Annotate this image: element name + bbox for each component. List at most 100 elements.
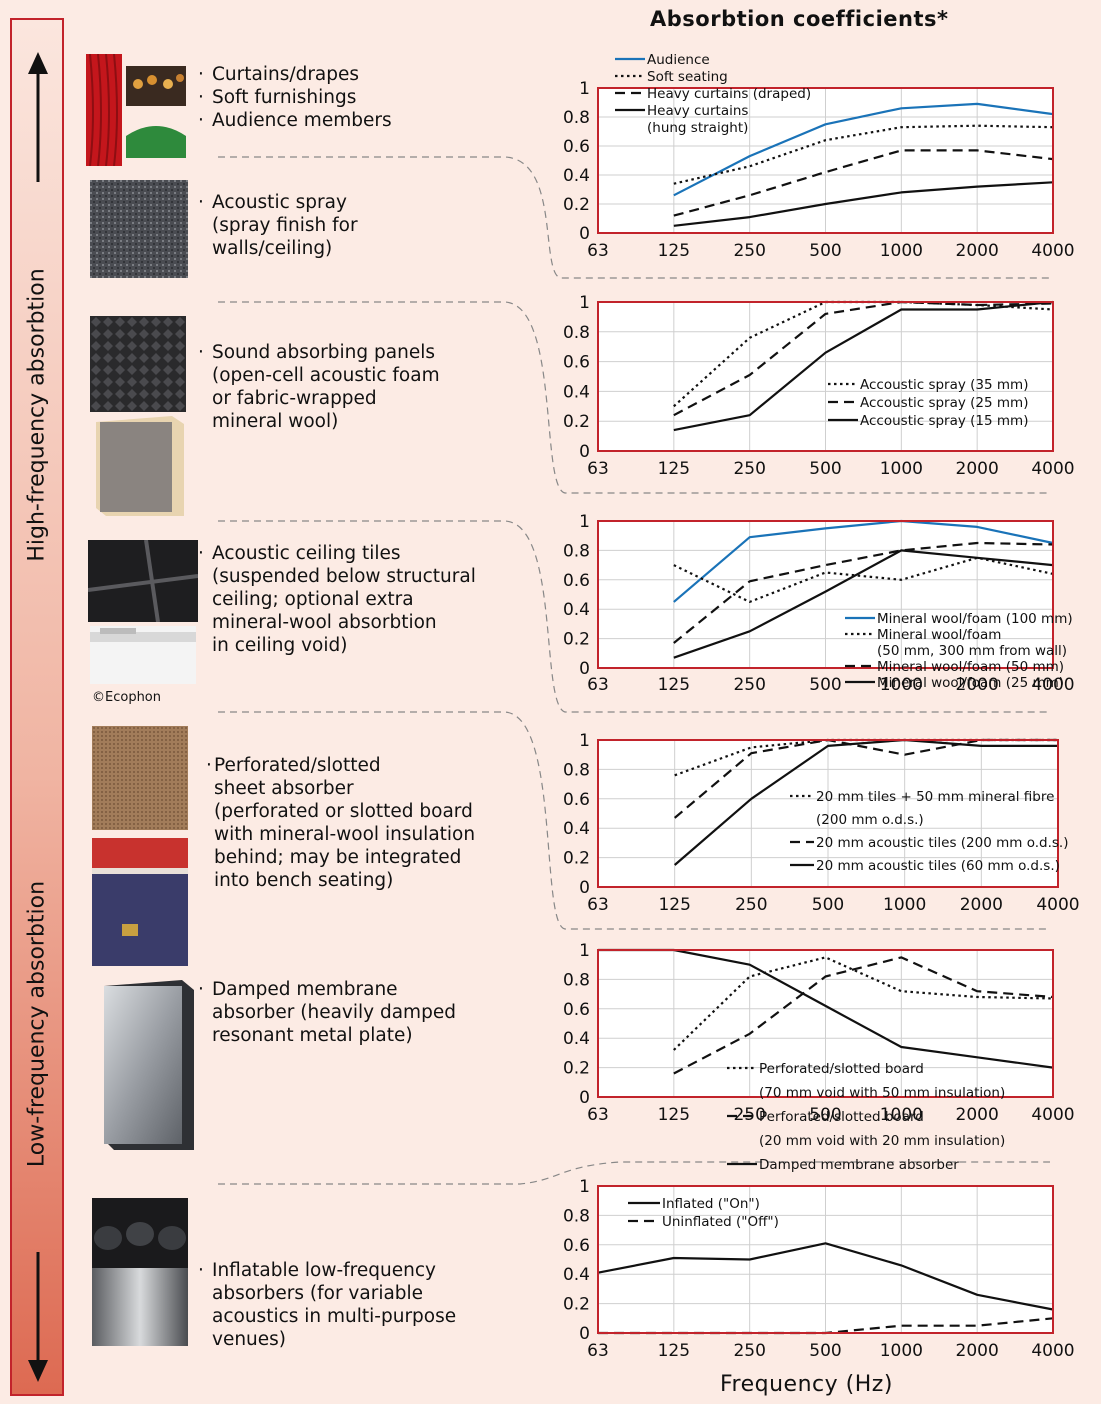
chart-6-legend-label-1: Inflated ("On") bbox=[662, 1196, 760, 1212]
chart-5-legend-label-2-1: Perforated/slotted board bbox=[759, 1109, 924, 1125]
curtains-audience-photo bbox=[86, 54, 186, 166]
chart-3-legend-label-1: Mineral wool/foam (100 mm) bbox=[877, 611, 1073, 627]
arrow-down-icon bbox=[28, 1252, 48, 1382]
arrow-up-icon bbox=[28, 52, 48, 182]
item-spray-line-3: walls/ceiling) bbox=[212, 238, 333, 259]
chart-3-xtick-label-1: 125 bbox=[658, 675, 690, 695]
chart-1-xtick-label-1: 125 bbox=[658, 241, 690, 261]
chart-1-legend-label-2: Soft seating bbox=[647, 69, 728, 85]
item-tiles-line-2: (suspended below structural bbox=[212, 566, 476, 587]
item-spray-line-2: (spray finish for bbox=[212, 215, 358, 236]
item-panels-line-3: or fabric-wrapped bbox=[212, 388, 377, 409]
chart-2-legend-label-2: Accoustic spray (25 mm) bbox=[860, 395, 1028, 411]
item-tiles-line-4: mineral-wool absorbtion bbox=[212, 612, 437, 633]
chart-4-legend-label-2: 20 mm acoustic tiles (200 mm o.d.s.) bbox=[816, 835, 1068, 851]
chart-3-legend-label-3: Mineral wool/foam (50 mm) bbox=[877, 659, 1064, 675]
chart-1-series-4-line bbox=[673, 181, 1054, 227]
chart-1-xtick-label-4: 1000 bbox=[880, 241, 923, 261]
chart-3-ytick-label-5: 1 bbox=[579, 512, 590, 532]
item-inflatable-line-1: Inflatable low-frequency bbox=[212, 1260, 436, 1281]
chart-2-series-2-line bbox=[673, 300, 1054, 417]
chart-1-legend-label-4-1: Heavy curtains bbox=[647, 103, 748, 119]
chart-2-xtick-label-0: 63 bbox=[587, 459, 609, 479]
item-perforated-sheet: · Perforated/slotted sheet absorber (perf… bbox=[206, 755, 476, 891]
chart-5-xtick-label-5: 2000 bbox=[956, 1105, 999, 1125]
item-curtains: · Curtains/drapes · Soft furnishings · Audi… bbox=[198, 64, 392, 131]
item-curtains-line-2: Soft furnishings bbox=[212, 87, 357, 108]
chart-4-ytick-label-5: 1 bbox=[579, 731, 590, 751]
chart-3-xtick-label-4: 1000 bbox=[880, 675, 923, 695]
chart-1-ytick-label-1: 0.2 bbox=[563, 195, 590, 215]
chart-2-xtick-label-6: 4000 bbox=[1031, 459, 1074, 479]
chart-4-xtick-label-5: 2000 bbox=[960, 895, 1003, 915]
chart-1-ytick-label-2: 0.4 bbox=[563, 166, 590, 186]
chart-6-ytick-label-5: 1 bbox=[579, 1177, 590, 1197]
chart-4-ytick-label-4: 0.8 bbox=[563, 760, 590, 780]
chart-2-xtick-label-2: 250 bbox=[733, 459, 765, 479]
item-curtains-line-3: Audience members bbox=[212, 110, 392, 131]
item-panels-line-1: Sound absorbing panels bbox=[212, 342, 435, 363]
acoustic-spray-photo bbox=[90, 180, 188, 278]
chart-1-ytick-label-5: 1 bbox=[579, 79, 590, 99]
chart-4-legend-label-1-1: 20 mm tiles + 50 mm mineral fibre bbox=[816, 789, 1054, 805]
item-perf-line-4: with mineral-wool insulation bbox=[214, 824, 476, 845]
chart-6-xtick-label-4: 1000 bbox=[880, 1341, 923, 1361]
chart-3-legend-label-2-1: Mineral wool/foam bbox=[877, 627, 1001, 643]
perforated-board-photo bbox=[92, 726, 188, 830]
chart-4-series-2-line bbox=[673, 738, 1058, 819]
chart-2-xtick-label-1: 125 bbox=[658, 459, 690, 479]
chart-4-ytick-label-1: 0.2 bbox=[563, 849, 590, 869]
chart-1-series-3-line bbox=[673, 149, 1054, 217]
chart-2-xtick-label-4: 1000 bbox=[880, 459, 923, 479]
chart-6-frame bbox=[597, 1185, 1054, 1334]
chart-6-ytick-label-0: 0 bbox=[579, 1324, 590, 1344]
chart-4-ytick-label-2: 0.4 bbox=[563, 819, 590, 839]
item-ceiling-tiles: · Acoustic ceiling tiles (suspended below… bbox=[198, 543, 476, 656]
chart-3-legend-label-4: Mineral wool/foam (25 mm) bbox=[877, 675, 1064, 691]
chart-6-ytick-label-2: 0.4 bbox=[563, 1265, 590, 1285]
chart-3-xtick-label-0: 63 bbox=[587, 675, 609, 695]
item-panels-line-2: (open-cell acoustic foam bbox=[212, 365, 440, 386]
chart-3-ytick-label-3: 0.6 bbox=[563, 571, 590, 591]
chart-3-ytick-label-4: 0.8 bbox=[563, 541, 590, 561]
chart-2-xtick-label-3: 500 bbox=[809, 459, 841, 479]
chart-2-frame bbox=[597, 301, 1054, 452]
chart-1-xtick-label-2: 250 bbox=[733, 241, 765, 261]
chart-1-series-1-line bbox=[673, 102, 1054, 197]
chart-5-legend-label-2-2: (20 mm void with 20 mm insulation) bbox=[759, 1133, 1005, 1149]
chart-5-series-2-line bbox=[673, 956, 1054, 1075]
chart-1-ytick-label-0: 0 bbox=[579, 224, 590, 244]
chart-5-legend-label-3: Damped membrane absorber bbox=[759, 1157, 959, 1173]
chart-5-legend-label-1-1: Perforated/slotted board bbox=[759, 1061, 924, 1077]
inflatable-absorber-photo bbox=[92, 1198, 188, 1346]
chart-3-legend-label-2-2: (50 mm, 300 mm from wall) bbox=[877, 643, 1067, 659]
item-perf-line-5: behind; may be integrated bbox=[214, 847, 462, 868]
side-bar bbox=[10, 18, 64, 1396]
item-membrane-line-2: absorber (heavily damped bbox=[212, 1002, 456, 1023]
chart-1-xtick-label-5: 2000 bbox=[956, 241, 999, 261]
item-perf-line-1: Perforated/slotted bbox=[214, 755, 381, 776]
chart-2-ytick-label-2: 0.4 bbox=[563, 382, 590, 402]
chart-3-series-4-line bbox=[673, 549, 1054, 659]
chart-4-frame bbox=[597, 739, 1059, 888]
chart-3-series-1-line bbox=[673, 519, 1054, 603]
item-tiles-line-1: Acoustic ceiling tiles bbox=[212, 543, 401, 564]
chart-4-xtick-label-1: 125 bbox=[658, 895, 690, 915]
ceiling-tiles-photo bbox=[88, 540, 198, 622]
chart-6-xtick-label-2: 250 bbox=[733, 1341, 765, 1361]
chart-2-legend-label-1: Accoustic spray (35 mm) bbox=[860, 377, 1028, 393]
chart-4-legend-label-3: 20 mm acoustic tiles (60 mm o.d.s.) bbox=[816, 858, 1060, 874]
chart-6-series-1-line bbox=[597, 1242, 1054, 1311]
chart-1-xtick-label-0: 63 bbox=[587, 241, 609, 261]
chart-5-xtick-label-0: 63 bbox=[587, 1105, 609, 1125]
chart-6-ytick-label-3: 0.6 bbox=[563, 1236, 590, 1256]
chart-4-xtick-label-4: 1000 bbox=[883, 895, 926, 915]
chart-1-xtick-label-6: 4000 bbox=[1031, 241, 1074, 261]
item-membrane-line-3: resonant metal plate) bbox=[212, 1025, 413, 1046]
chart-6-xtick-label-1: 125 bbox=[658, 1341, 690, 1361]
x-axis-title: Frequency (Hz) bbox=[720, 1372, 893, 1397]
acoustic-foam-photo bbox=[90, 316, 186, 412]
chart-3-ytick-label-0: 0 bbox=[579, 659, 590, 679]
